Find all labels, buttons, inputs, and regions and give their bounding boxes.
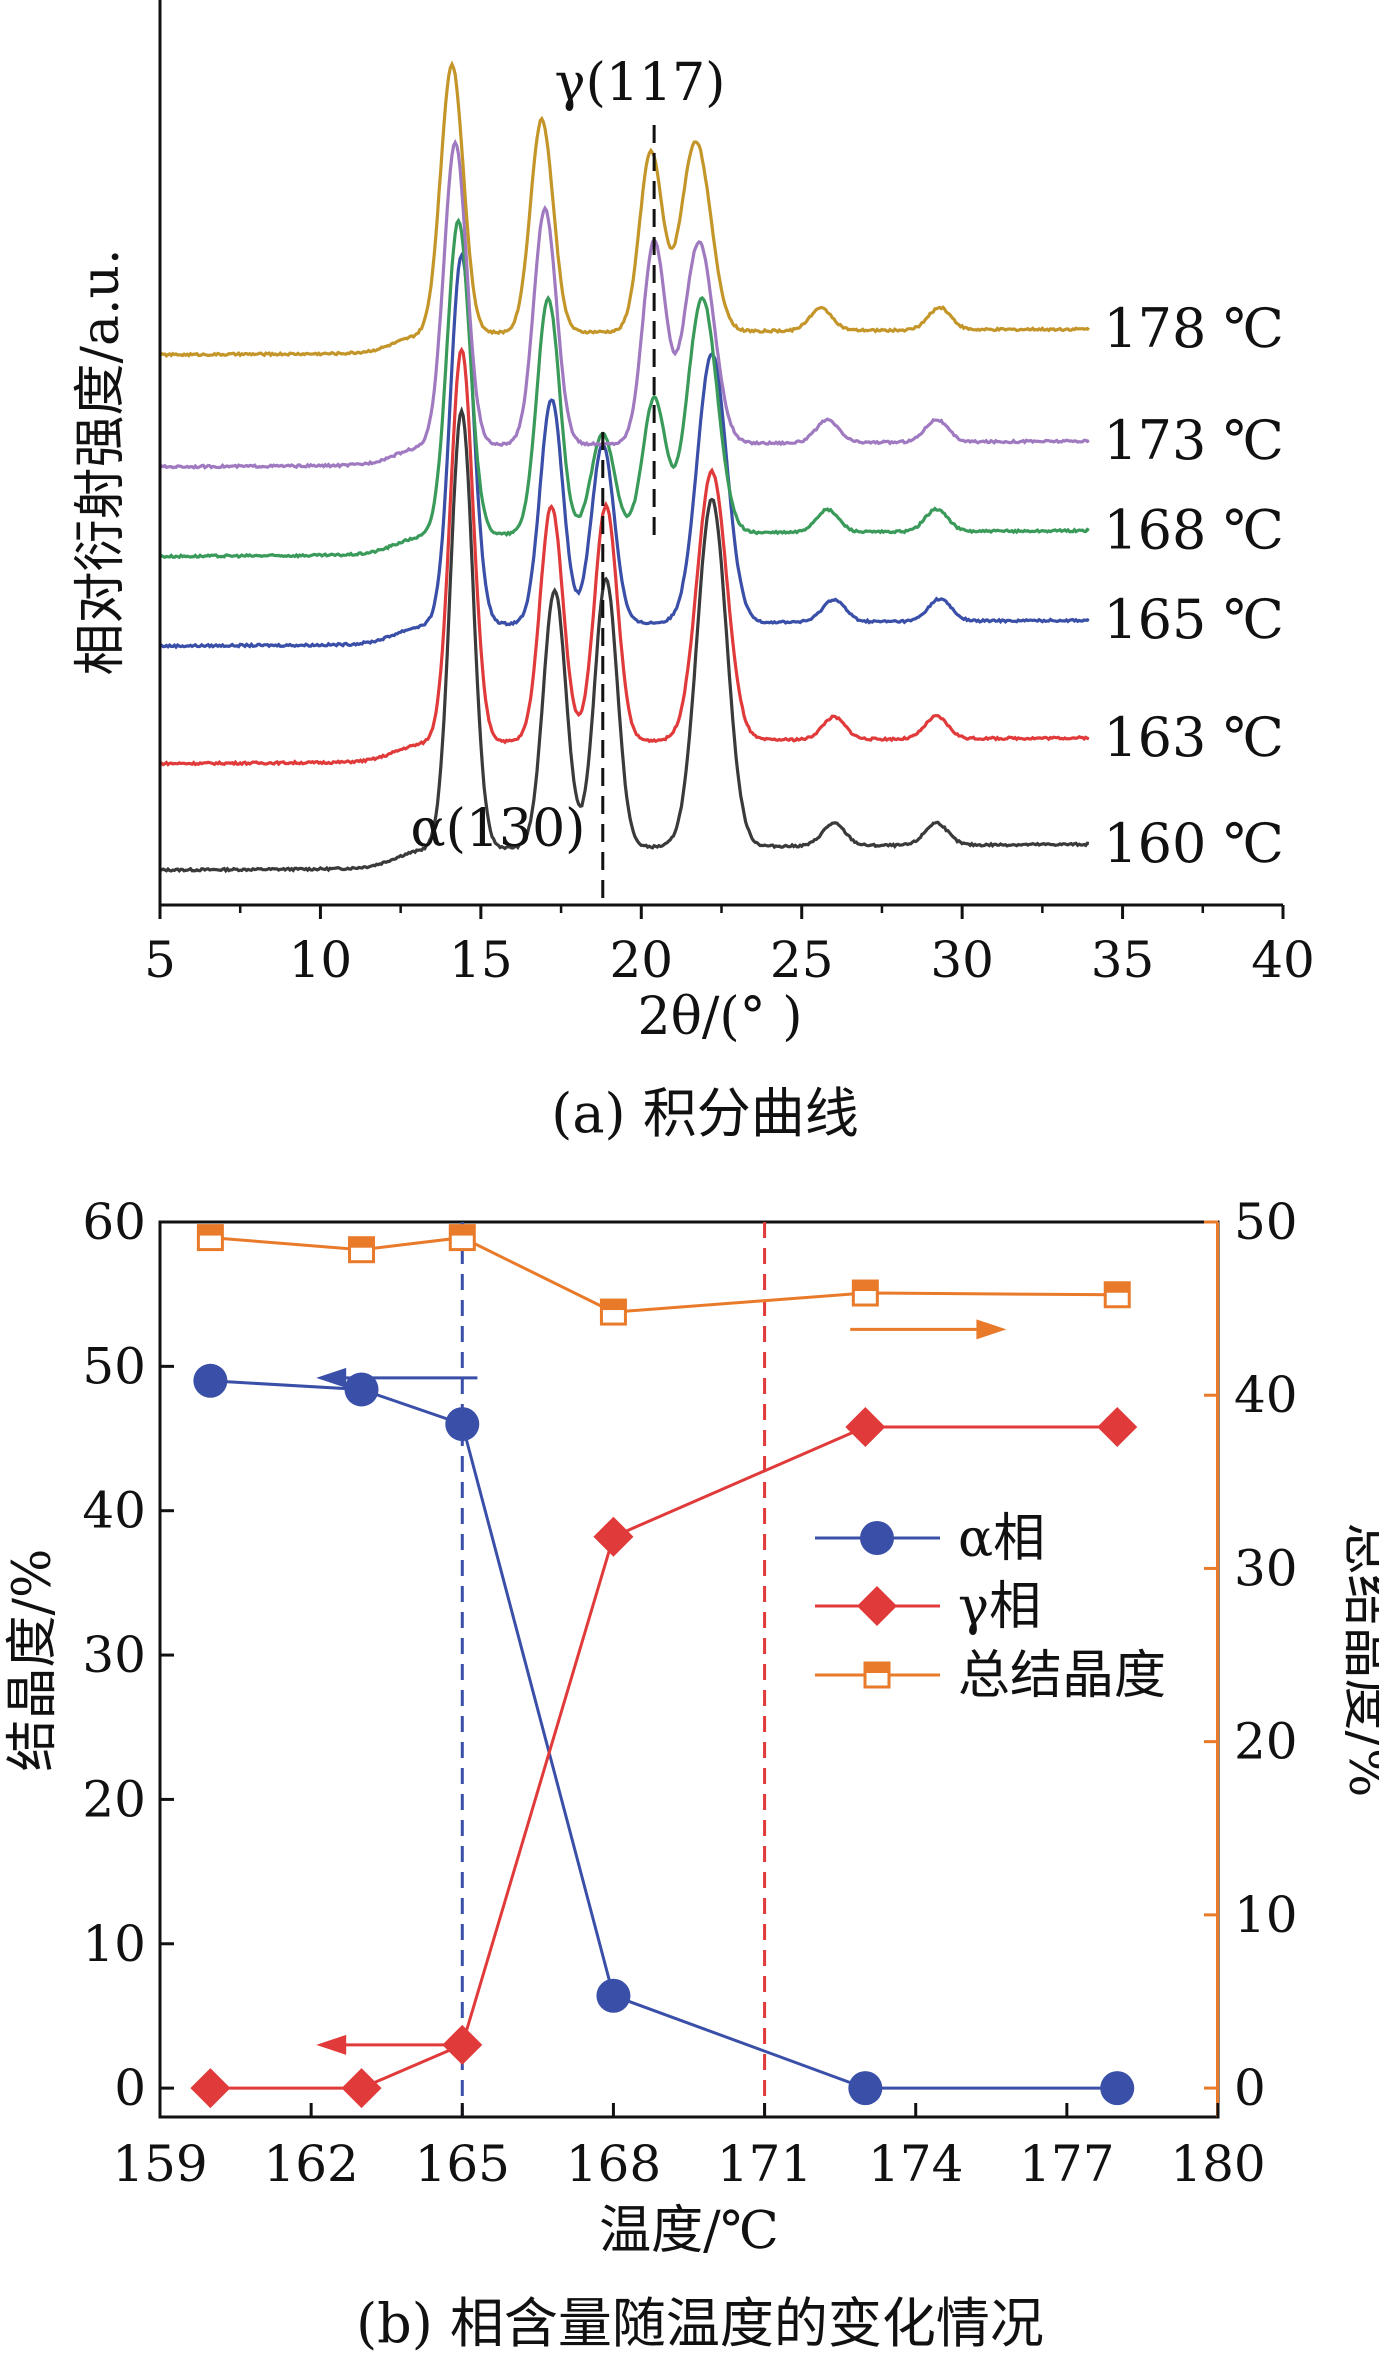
xrd-x-tick-label: 40 [1251,931,1315,989]
legend-alpha-label: α相 [958,1509,1045,1569]
phase-x-tick-label: 165 [415,2135,510,2193]
xrd-curve [159,405,1090,874]
phase-series-line [210,1425,1118,2090]
total-data-point-fill [1105,1282,1130,1293]
xrd-x-tick-label: 25 [770,931,834,989]
alpha-data-point [596,1978,631,2013]
phase-y-axis-title: 结晶度/% [3,1549,63,1772]
phase-x-tick-label: 180 [1170,2135,1265,2193]
phase-x-tick-label: 168 [566,2135,661,2193]
phase-y-tick-label: 0 [114,2059,146,2117]
xrd-x-tick-label: 10 [289,931,353,989]
xrd-x-ticks: 5 10 15 20 25 30 35 40 [144,905,1315,989]
phase-x-tick-label: 171 [717,2135,812,2193]
phase-y-tick-label: 40 [82,1482,146,1540]
phase-y2-tick-label: 40 [1234,1366,1298,1424]
phase-x-tick-label: 159 [112,2135,207,2193]
legend-alpha-marker [860,1521,894,1555]
direction-arrow-head [316,2034,347,2055]
phase-y-tick-label: 30 [82,1626,146,1684]
series-temperature-label: 163 ℃ [1103,706,1284,769]
total-data-point-fill [853,1281,878,1292]
phase-y2-tick-label: 10 [1234,1886,1298,1944]
phase-series-line [210,1236,1118,1314]
phase-y2-tick-label: 0 [1234,2059,1266,2117]
xrd-curve [158,60,1090,358]
alpha-130-annotation: α(130) [411,799,586,859]
legend-total-label: 总结晶度 [958,1646,1166,1706]
direction-arrow-head [976,1319,1007,1340]
subplot-b-caption: (b) 相含量随温度的变化情况 [356,2292,1044,2355]
xrd-curves [158,60,1090,874]
xrd-x-tick-label: 30 [930,931,994,989]
alpha-data-point [445,1407,480,1442]
series-temperature-label: 168 ℃ [1103,499,1284,562]
alpha-data-point [1100,2071,1135,2106]
xrd-curve [159,217,1090,560]
legend-gamma-label: γ相 [958,1577,1041,1637]
gamma-data-point [593,1516,634,1557]
gamma-data-point [341,2068,382,2109]
phase-y2-tick-label: 50 [1234,1193,1298,1251]
series-temperature-label: 165 ℃ [1103,588,1284,651]
phase-y-tick-label: 20 [82,1770,146,1828]
subplot-a-caption: (a) 积分曲线 [551,1082,859,1145]
xrd-reference-lines [601,125,656,905]
phase-x-tick-label: 174 [868,2135,963,2193]
xrd-curve [159,251,1090,650]
series-temperature-label: 178 ℃ [1103,297,1284,360]
phase-series-line [210,1379,1118,2090]
phase-content-chart: 159 162 165 168 171 174 177 180 0 10 20 30 40 50 60 0 10… [3,1193,1379,2355]
xrd-y-axis-title: 相对衍射强度/a.u. [71,248,131,675]
phase-y2-tick-label: 20 [1234,1713,1298,1771]
xrd-x-tick-label: 15 [449,931,513,989]
alpha-data-point [848,2071,883,2106]
phase-y2-axis-title: 总结晶度/% [1337,1523,1379,1798]
xrd-x-tick-label: 35 [1091,931,1155,989]
total-data-point-fill [349,1237,374,1248]
xrd-curve [158,139,1090,470]
phase-y-tick-label: 10 [82,1915,146,1973]
legend-gamma-marker [857,1586,897,1626]
gamma-data-point [190,2068,231,2109]
xrd-curve [159,346,1090,767]
xrd-x-tick-label: 20 [609,931,673,989]
gamma-data-point [1097,1406,1138,1447]
xrd-x-axis-title: 2θ/(° ) [637,987,802,1047]
xrd-x-tick-label: 5 [144,931,176,989]
series-temperature-label: 160 ℃ [1103,812,1284,875]
phase-x-axis-title: 温度/℃ [599,2201,779,2261]
gamma-data-point [845,1406,886,1447]
axis-arrows [316,1319,1007,2055]
phase-y-tick-label: 50 [82,1337,146,1395]
gamma-117-annotation: γ(117) [555,53,726,113]
direction-arrow-head [316,1367,347,1388]
xrd-series-labels: 160 ℃ 163 ℃ 165 ℃ 168 ℃ 173 ℃ 178 ℃ [1103,297,1284,875]
plot-b-right-spine [1216,1222,1219,2117]
phase-x-tick-label: 162 [263,2135,358,2193]
alpha-data-point [344,1372,379,1407]
phase-x-tick-label: 177 [1019,2135,1114,2193]
transition-lines [460,1222,767,2117]
total-data-point-fill [601,1300,626,1311]
series-temperature-label: 173 ℃ [1103,409,1284,472]
phase-y2-tick-label: 30 [1234,1539,1298,1597]
total-data-point-fill [198,1225,223,1236]
alpha-data-point [193,1363,228,1398]
phase-ticks: 159 162 165 168 171 174 177 180 0 10 20 30 40 50 60 0 10… [82,1193,1297,2193]
legend: α相 γ相 总结晶度 [815,1509,1166,1706]
xrd-chart: 5 10 15 20 25 30 35 40 160 ℃ 163 ℃ 165 ℃ 168 ℃ 173 … [71,0,1315,1145]
total-data-point-fill [450,1225,475,1236]
phase-y-tick-label: 60 [82,1193,146,1251]
